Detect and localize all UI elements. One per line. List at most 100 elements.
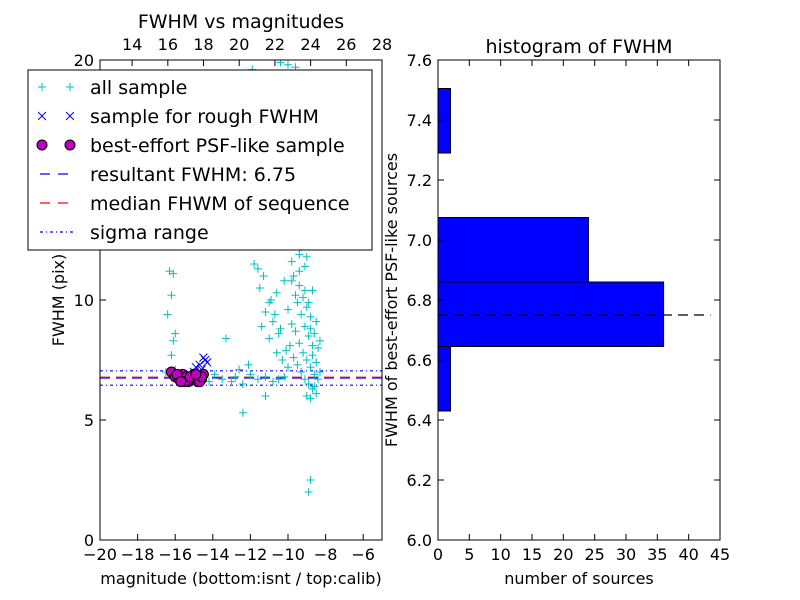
- legend-entry: sample for rough FWHM: [37, 106, 319, 128]
- histogram-bar: [438, 217, 589, 283]
- histogram-xtick-label: 45: [710, 545, 730, 564]
- legend-label: best-effort PSF-like sample: [90, 135, 345, 157]
- histogram-xtick-label: 5: [464, 545, 474, 564]
- scatter-ytick-label: 20: [74, 51, 94, 70]
- data-point-cross: [195, 360, 204, 370]
- data-point-plus: [300, 286, 309, 295]
- scatter-top-xtick-label: 22: [265, 35, 285, 54]
- histogram-xtick-label: 30: [616, 545, 636, 564]
- data-point-plus: [314, 375, 323, 384]
- data-point-plus: [171, 329, 180, 338]
- data-point-plus: [163, 310, 172, 319]
- data-point-plus: [295, 267, 304, 276]
- data-point-plus: [259, 272, 268, 280]
- legend-entry: sigma range: [40, 222, 209, 244]
- histogram-ytick-label: 7.2: [407, 171, 432, 190]
- data-point-plus: [308, 286, 317, 295]
- data-point-plus: [167, 351, 176, 360]
- scatter-top-xtick-label: 28: [372, 35, 392, 54]
- data-point-plus: [276, 324, 285, 333]
- histogram-bar: [438, 88, 452, 154]
- scatter-xtick-label: −18: [121, 545, 155, 564]
- data-point-plus: [304, 298, 313, 307]
- data-point-plus: [293, 298, 302, 307]
- data-point-plus: [289, 353, 298, 362]
- scatter-xtick-label: −16: [158, 545, 192, 564]
- data-point-plus: [280, 276, 289, 285]
- scatter-xtick-label: −8: [314, 545, 338, 564]
- data-point-plus: [246, 370, 255, 379]
- data-point-plus: [302, 356, 311, 364]
- data-point-cross: [202, 358, 212, 367]
- data-point-plus: [291, 291, 300, 300]
- data-point-plus: [272, 348, 281, 357]
- data-point-plus: [238, 408, 247, 417]
- data-point-plus: [304, 332, 313, 340]
- histogram-bar: [438, 281, 665, 347]
- data-point-plus: [265, 334, 274, 343]
- scatter-xlabel: magnitude (bottom:isnt / top:calib): [100, 569, 381, 588]
- legend-label: sample for rough FWHM: [90, 106, 319, 128]
- data-point-plus: [268, 317, 277, 326]
- data-point-plus: [299, 348, 308, 357]
- scatter-title: FWHM vs magnitudes: [138, 11, 344, 33]
- data-point-plus: [295, 339, 304, 348]
- data-point-plus: [300, 262, 309, 271]
- scatter-ytick-label: 5: [84, 411, 94, 430]
- legend-label: all sample: [90, 77, 187, 99]
- histogram-ytick-label: 6.4: [407, 411, 432, 430]
- data-point-plus: [267, 296, 276, 304]
- histogram-xtick-label: 0: [433, 545, 443, 564]
- data-point-plus: [167, 291, 176, 300]
- histogram-ytick-label: 6.2: [407, 471, 432, 490]
- data-point-plus: [221, 334, 230, 343]
- data-point-plus: [304, 380, 313, 388]
- data-point-plus: [312, 358, 321, 367]
- data-point-plus: [284, 363, 292, 372]
- histogram-ylabel: FWHM of best-effort PSF-like sources: [382, 153, 401, 447]
- scatter-plot: FWHM vs magnitudes magnitude (bottom:isn…: [27, 11, 392, 588]
- histogram-ytick-label: 7.0: [407, 231, 432, 250]
- histogram-ytick-label: 6.8: [407, 291, 432, 310]
- data-point-plus: [291, 327, 300, 336]
- data-point-plus: [300, 322, 309, 331]
- histogram-title: histogram of FWHM: [485, 36, 672, 58]
- data-point-plus: [295, 250, 304, 259]
- data-point-plus: [287, 320, 296, 328]
- histogram-ticks: 0 5 10 15 20 25 30 35 40 45 6.0 6.2 6.4 6.6 6.8 7.0 7.2 7…: [407, 51, 731, 564]
- scatter-top-xtick-label: 24: [300, 35, 320, 54]
- histogram-xlabel: number of sources: [504, 569, 654, 588]
- data-point-plus: [218, 375, 227, 384]
- data-point-plus: [227, 377, 236, 386]
- data-point-plus: [274, 329, 283, 338]
- scatter-ytick-label: 0: [84, 531, 94, 550]
- legend-frame: [27, 69, 373, 251]
- data-point-plus: [306, 363, 315, 372]
- data-point-plus: [287, 257, 296, 266]
- data-point-plus: [299, 293, 308, 302]
- data-point-plus: [306, 324, 315, 333]
- histogram-ytick-label: 7.4: [407, 111, 432, 130]
- data-point-plus: [280, 372, 289, 381]
- data-point-plus: [285, 341, 294, 350]
- data-point-plus: [274, 375, 283, 384]
- scatter-ylabel: FWHM (pix): [49, 254, 68, 347]
- data-point-plus: [310, 382, 319, 391]
- legend-label: sigma range: [90, 222, 209, 244]
- scatter-xtick-label: −12: [234, 545, 268, 564]
- data-point-plus: [261, 308, 270, 316]
- data-point-plus: [315, 368, 324, 376]
- data-point-plus: [289, 272, 298, 280]
- scatter-points: [161, 60, 324, 496]
- data-point-plus: [253, 375, 262, 384]
- data-point-plus: [304, 488, 313, 496]
- data-point-plus: [308, 351, 317, 360]
- data-point-plus: [282, 346, 291, 355]
- histogram-plot: histogram of FWHM number of sources FWHM…: [382, 36, 730, 588]
- histogram-xtick-label: 10: [490, 545, 510, 564]
- data-point-plus: [300, 375, 309, 384]
- data-point-plus: [257, 322, 266, 331]
- data-point-plus: [306, 394, 315, 403]
- scatter-xtick-label: −14: [196, 545, 230, 564]
- data-point-plus: [238, 380, 247, 388]
